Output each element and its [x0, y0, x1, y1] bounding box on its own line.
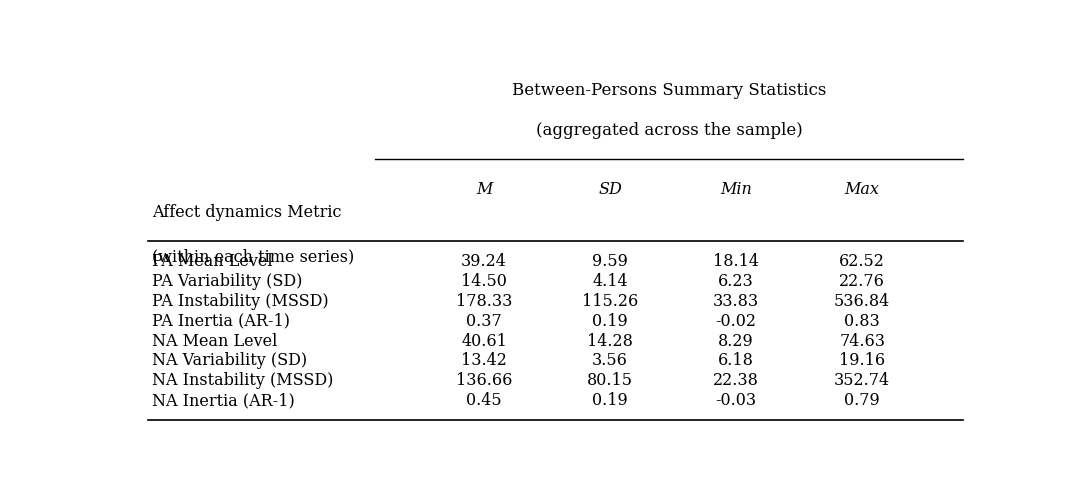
Text: 3.56: 3.56 — [592, 352, 628, 370]
Text: 19.16: 19.16 — [839, 352, 886, 370]
Text: PA Inertia (AR-1): PA Inertia (AR-1) — [152, 312, 291, 330]
Text: 536.84: 536.84 — [834, 293, 890, 310]
Text: 178.33: 178.33 — [456, 293, 513, 310]
Text: 0.19: 0.19 — [592, 392, 628, 409]
Text: Max: Max — [844, 181, 879, 198]
Text: 136.66: 136.66 — [456, 372, 513, 389]
Text: Affect dynamics Metric: Affect dynamics Metric — [152, 204, 341, 221]
Text: PA Mean Level: PA Mean Level — [152, 253, 273, 270]
Text: 0.83: 0.83 — [844, 312, 880, 330]
Text: 22.38: 22.38 — [713, 372, 759, 389]
Text: 6.18: 6.18 — [719, 352, 754, 370]
Text: 6.23: 6.23 — [719, 273, 754, 290]
Text: 62.52: 62.52 — [839, 253, 886, 270]
Text: PA Variability (SD): PA Variability (SD) — [152, 273, 302, 290]
Text: NA Instability (MSSD): NA Instability (MSSD) — [152, 372, 334, 389]
Text: 8.29: 8.29 — [719, 333, 754, 349]
Text: 0.19: 0.19 — [592, 312, 628, 330]
Text: (within each time series): (within each time series) — [152, 248, 354, 265]
Text: 0.45: 0.45 — [466, 392, 502, 409]
Text: -0.02: -0.02 — [715, 312, 757, 330]
Text: 33.83: 33.83 — [713, 293, 759, 310]
Text: 80.15: 80.15 — [588, 372, 633, 389]
Text: 4.14: 4.14 — [592, 273, 628, 290]
Text: PA Instability (MSSD): PA Instability (MSSD) — [152, 293, 328, 310]
Text: 14.28: 14.28 — [588, 333, 633, 349]
Text: NA Variability (SD): NA Variability (SD) — [152, 352, 308, 370]
Text: Between-Persons Summary Statistics: Between-Persons Summary Statistics — [512, 82, 826, 98]
Text: 0.37: 0.37 — [466, 312, 502, 330]
Text: SD: SD — [598, 181, 622, 198]
Text: Min: Min — [720, 181, 752, 198]
Text: 18.14: 18.14 — [713, 253, 759, 270]
Text: (aggregated across the sample): (aggregated across the sample) — [535, 122, 802, 139]
Text: NA Mean Level: NA Mean Level — [152, 333, 278, 349]
Text: M: M — [476, 181, 492, 198]
Text: 74.63: 74.63 — [839, 333, 886, 349]
Text: NA Inertia (AR-1): NA Inertia (AR-1) — [152, 392, 295, 409]
Text: 14.50: 14.50 — [461, 273, 507, 290]
Text: 40.61: 40.61 — [461, 333, 507, 349]
Text: 115.26: 115.26 — [582, 293, 638, 310]
Text: 0.79: 0.79 — [844, 392, 880, 409]
Text: 39.24: 39.24 — [461, 253, 507, 270]
Text: 22.76: 22.76 — [839, 273, 886, 290]
Text: 9.59: 9.59 — [592, 253, 628, 270]
Text: 13.42: 13.42 — [461, 352, 507, 370]
Text: -0.03: -0.03 — [715, 392, 757, 409]
Text: 352.74: 352.74 — [834, 372, 890, 389]
